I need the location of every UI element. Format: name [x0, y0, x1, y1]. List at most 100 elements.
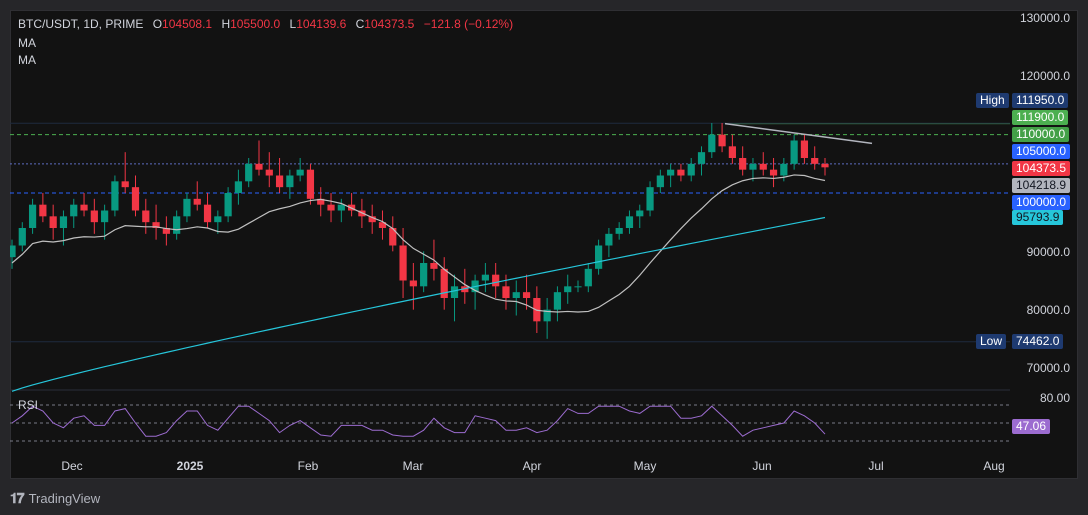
candle-body	[450, 286, 459, 298]
indicator-ma-2[interactable]: MA	[18, 53, 36, 67]
ma-fast-line	[11, 174, 826, 313]
candle-body	[553, 292, 562, 310]
ma-slow-tag: 95793.9	[1012, 210, 1064, 225]
candle-body	[389, 228, 397, 246]
rsi-line	[11, 405, 826, 437]
candle-body	[275, 175, 284, 188]
candle-body	[152, 222, 160, 228]
symbol-title[interactable]: BTC/USDT, 1D, PRIME	[18, 17, 144, 31]
open-key: O	[152, 17, 163, 31]
candle-body	[594, 245, 603, 269]
candle-body	[512, 292, 520, 298]
level-tag: 110000.0	[1012, 127, 1070, 142]
candle-body	[18, 228, 26, 246]
x-tick: Dec	[61, 459, 83, 473]
candle-body	[759, 163, 767, 170]
tradingview-logo-icon: 𝟏𝟕	[10, 489, 25, 506]
candle-body	[656, 175, 664, 188]
candle-body	[739, 158, 747, 170]
x-tick: Jun	[752, 459, 772, 473]
candle-body	[420, 263, 428, 287]
candle-body	[687, 163, 695, 176]
y-tick: 120000.0	[1019, 69, 1070, 83]
close-value: 104373.5	[364, 17, 415, 31]
candle-body	[708, 134, 716, 153]
candle-body	[162, 228, 170, 234]
candle-body	[636, 210, 644, 217]
candle-body	[296, 169, 304, 176]
candle-body	[173, 216, 181, 234]
candle-body	[564, 286, 572, 293]
candle-body	[39, 204, 47, 217]
high-tag-value: 111950.0	[1012, 93, 1069, 108]
candle-body	[183, 198, 191, 217]
candle-body	[265, 169, 273, 176]
candle-body	[90, 210, 98, 223]
candle-body	[306, 169, 315, 199]
y-tick: 70000.0	[1026, 361, 1070, 375]
tradingview-footer[interactable]: 𝟏𝟕 TradingView	[10, 487, 100, 509]
high-key: H	[221, 17, 231, 31]
candle-body	[59, 216, 68, 228]
candle-body	[142, 210, 150, 223]
candle-body	[101, 210, 109, 223]
candle-body	[70, 204, 78, 217]
price-chart[interactable]	[10, 10, 1078, 479]
low-key: L	[289, 17, 297, 31]
candle-body	[203, 204, 212, 223]
rsi-upper-tick: 80.00	[1039, 391, 1070, 405]
level-tag: 105000.0	[1012, 144, 1071, 159]
candle-body	[255, 163, 263, 170]
candle-body	[677, 169, 685, 176]
ohlc-legend: BTC/USDT, 1D, PRIME O104508.1 H105500.0 …	[18, 17, 513, 31]
x-tick: Aug	[983, 459, 1005, 473]
low-tag-value: 74462.0	[1012, 334, 1064, 349]
change-value: −121.8 (−0.12%)	[423, 17, 514, 31]
candle-body	[286, 175, 294, 188]
brand-name: TradingView	[28, 490, 101, 506]
candle-body	[368, 216, 376, 223]
chart-frame	[10, 10, 1078, 479]
candle-body	[790, 140, 798, 164]
candle-body	[821, 163, 829, 168]
candle-body	[121, 181, 129, 188]
x-tick: Apr	[522, 459, 542, 473]
candle-body	[574, 286, 582, 288]
candle-body	[193, 198, 201, 205]
y-tick: 90000.0	[1026, 245, 1070, 259]
candle-body	[502, 286, 510, 298]
candle-body	[234, 181, 243, 193]
high-tag-label: High	[976, 93, 1009, 108]
candle-body	[646, 187, 654, 211]
ma-slow-line	[11, 216, 826, 392]
candle-body	[131, 187, 140, 211]
candle-body	[440, 268, 448, 298]
candle-body	[399, 245, 407, 281]
x-tick: May	[633, 459, 657, 473]
open-value: 104508.1	[162, 17, 213, 31]
candle-body	[245, 163, 253, 182]
indicator-ma-1[interactable]: MA	[18, 36, 36, 50]
low-tag-label: Low	[976, 334, 1007, 349]
level-tag: 111900.0	[1012, 110, 1069, 125]
x-tick: Jul	[868, 459, 884, 473]
x-tick: Mar	[402, 459, 424, 473]
rsi-value-tag: 47.06	[1012, 419, 1051, 434]
rsi-label[interactable]: RSI	[18, 398, 39, 412]
candle-body	[625, 216, 634, 228]
candle-body	[780, 163, 788, 176]
y-tick: 130000.0	[1019, 11, 1070, 25]
candle-body	[615, 228, 623, 234]
candle-body	[492, 274, 500, 287]
candle-body	[430, 263, 438, 269]
candle-body	[49, 216, 57, 228]
candle-body	[10, 245, 16, 258]
y-tick: 80000.0	[1026, 303, 1070, 317]
candle-body	[337, 204, 345, 211]
candle-body	[522, 292, 531, 298]
last-price-tag: 104373.5	[1012, 161, 1071, 176]
candle-body	[769, 169, 778, 176]
candle-body	[409, 280, 417, 287]
candle-body	[327, 204, 335, 211]
candle-body	[749, 163, 757, 170]
